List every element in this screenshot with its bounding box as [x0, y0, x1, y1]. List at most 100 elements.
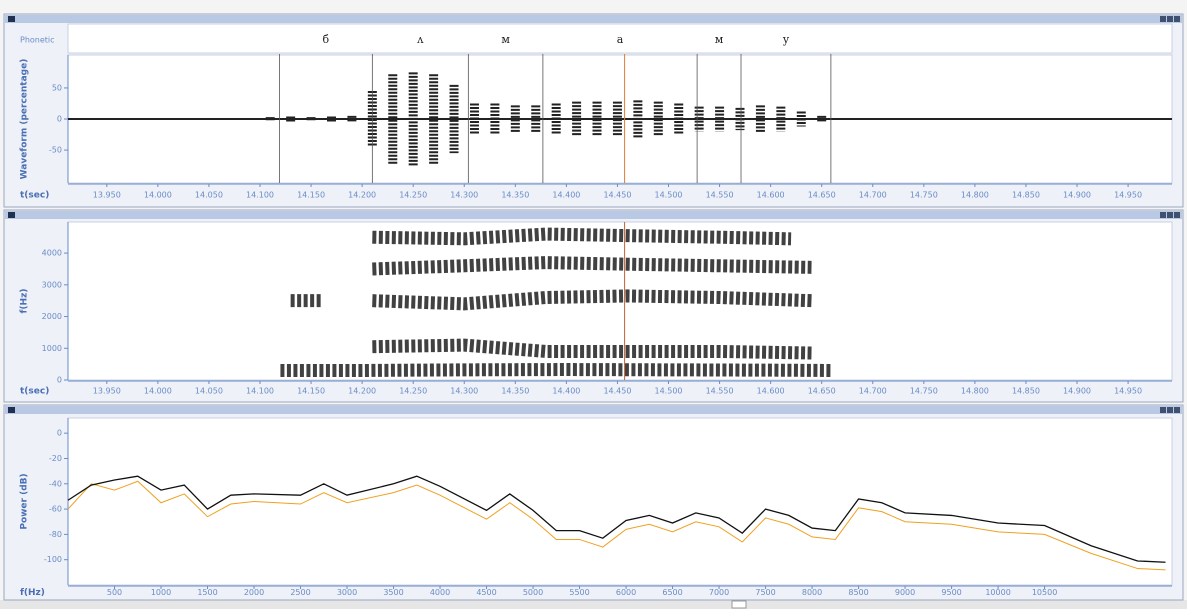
x-tick-label: 14.200 — [348, 387, 376, 396]
x-tick-label: 13.950 — [93, 191, 121, 200]
x-tick-label: 2500 — [290, 588, 310, 597]
x-tick-label: 14.700 — [859, 387, 887, 396]
window-button-min[interactable] — [1160, 212, 1166, 218]
x-tick-label: 14.750 — [910, 191, 938, 200]
x-axis-label: t(sec) — [20, 191, 49, 201]
x-tick-label: 6000 — [616, 588, 636, 597]
x-tick-label: 5000 — [523, 588, 543, 597]
x-tick-label: 14.500 — [655, 387, 683, 396]
phoneme-label: м — [501, 33, 510, 46]
y-axis-label: Power (dB) — [20, 473, 30, 529]
y-tick-label: -20 — [49, 454, 62, 463]
scroll-thumb[interactable] — [732, 601, 746, 608]
x-tick-label: 7500 — [755, 588, 775, 597]
x-tick-label: 14.350 — [501, 387, 529, 396]
y-tick-label: -100 — [44, 555, 62, 564]
app: t(sec)Waveform (percentage)13.95014.0001… — [0, 0, 1187, 609]
window-icon — [8, 407, 15, 413]
x-tick-label: 14.950 — [1114, 191, 1142, 200]
x-tick-label: 14.250 — [399, 387, 427, 396]
x-tick-label: 14.750 — [910, 387, 938, 396]
x-tick-label: 14.400 — [552, 191, 580, 200]
x-tick-label: 9500 — [941, 588, 961, 597]
x-tick-label: 14.200 — [348, 191, 376, 200]
x-tick-label: 4500 — [476, 588, 496, 597]
tier-label: Phonetic — [20, 36, 55, 45]
x-axis-label: t(sec) — [20, 387, 49, 397]
window-icon — [8, 212, 15, 218]
x-tick-label: 14.400 — [552, 387, 580, 396]
x-tick-label: 5500 — [569, 588, 589, 597]
x-tick-label: 14.050 — [195, 387, 223, 396]
x-tick-label: 14.700 — [859, 191, 887, 200]
x-tick-label: 14.850 — [1012, 191, 1040, 200]
y-axis-label: Waveform (percentage) — [20, 59, 30, 180]
phoneme-label: у — [783, 33, 790, 46]
x-tick-label: 1000 — [151, 588, 171, 597]
x-tick-label: 6500 — [662, 588, 682, 597]
x-tick-label: 14.500 — [655, 191, 683, 200]
y-tick-label: 1000 — [42, 344, 62, 353]
y-tick-label: 2000 — [42, 312, 62, 321]
x-tick-label: 14.650 — [808, 387, 836, 396]
phoneme-label: ʌ — [416, 33, 424, 46]
window-button-max[interactable] — [1167, 212, 1173, 218]
x-tick-label: 14.250 — [399, 191, 427, 200]
x-tick-label: 14.100 — [246, 191, 274, 200]
window-button-close[interactable] — [1174, 212, 1180, 218]
title-bar — [5, 406, 1182, 414]
window-button-close[interactable] — [1174, 407, 1180, 413]
window-button-max[interactable] — [1167, 16, 1173, 22]
y-tick-label: 0 — [57, 376, 62, 385]
window-icon — [8, 16, 15, 22]
x-tick-label: 14.450 — [603, 387, 631, 396]
x-tick-label: 8500 — [848, 588, 868, 597]
y-axis-label: f(Hz) — [20, 289, 30, 314]
x-axis-band — [5, 184, 1182, 206]
window-button-min[interactable] — [1160, 407, 1166, 413]
y-tick-label: 50 — [52, 83, 62, 92]
x-tick-label: 3500 — [383, 588, 403, 597]
phoneme-label: б — [323, 33, 330, 46]
window-button-close[interactable] — [1174, 16, 1180, 22]
y-tick-label: 3000 — [42, 280, 62, 289]
phoneme-label: а — [617, 33, 624, 46]
x-tick-label: 14.150 — [297, 191, 325, 200]
x-axis-label: f(Hz) — [20, 588, 45, 598]
x-tick-label: 14.800 — [961, 387, 989, 396]
x-tick-label: 7000 — [709, 588, 729, 597]
phoneme-label: м — [715, 33, 724, 46]
x-tick-label: 14.600 — [757, 387, 785, 396]
y-tick-label: 0 — [57, 115, 62, 124]
x-tick-label: 14.600 — [757, 191, 785, 200]
title-bar — [5, 211, 1182, 219]
scrollbar[interactable] — [0, 600, 1187, 609]
x-tick-label: 2000 — [244, 588, 264, 597]
x-axis-band — [5, 381, 1182, 401]
x-tick-label: 14.900 — [1063, 191, 1091, 200]
window-button-max[interactable] — [1167, 407, 1173, 413]
x-tick-label: 14.900 — [1063, 387, 1091, 396]
x-tick-label: 14.550 — [706, 387, 734, 396]
title-bar — [5, 15, 1182, 23]
x-tick-label: 14.150 — [297, 387, 325, 396]
x-tick-label: 3000 — [337, 588, 357, 597]
y-tick-label: -60 — [49, 505, 62, 514]
x-tick-label: 10500 — [1032, 588, 1057, 597]
x-tick-label: 14.550 — [706, 191, 734, 200]
y-tick-label: -80 — [49, 530, 62, 539]
x-tick-label: 9000 — [895, 588, 915, 597]
plot-area — [68, 418, 1172, 585]
x-tick-label: 14.100 — [246, 387, 274, 396]
x-tick-label: 14.050 — [195, 191, 223, 200]
x-tick-label: 14.350 — [501, 191, 529, 200]
x-tick-label: 500 — [107, 588, 122, 597]
y-tick-label: -40 — [49, 479, 62, 488]
y-tick-label: -50 — [49, 146, 62, 155]
page: t(sec)Waveform (percentage)13.95014.0001… — [0, 0, 1187, 609]
x-tick-label: 4000 — [430, 588, 450, 597]
window-button-min[interactable] — [1160, 16, 1166, 22]
x-tick-label: 14.300 — [450, 387, 478, 396]
x-tick-label: 13.950 — [93, 387, 121, 396]
x-tick-label: 10000 — [985, 588, 1010, 597]
